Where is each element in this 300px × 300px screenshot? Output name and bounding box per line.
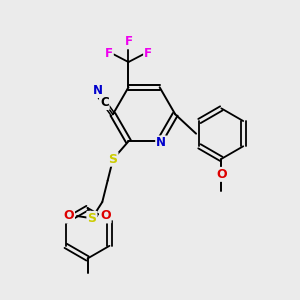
Text: F: F	[105, 46, 113, 60]
Text: N: N	[92, 84, 102, 97]
Text: S: S	[87, 212, 96, 225]
Text: O: O	[63, 209, 74, 223]
Text: C: C	[100, 96, 109, 109]
Text: O: O	[100, 209, 111, 223]
Text: O: O	[216, 168, 226, 181]
Text: S: S	[109, 153, 118, 166]
Text: F: F	[124, 35, 133, 48]
Text: N: N	[156, 136, 166, 149]
Text: F: F	[144, 46, 152, 60]
